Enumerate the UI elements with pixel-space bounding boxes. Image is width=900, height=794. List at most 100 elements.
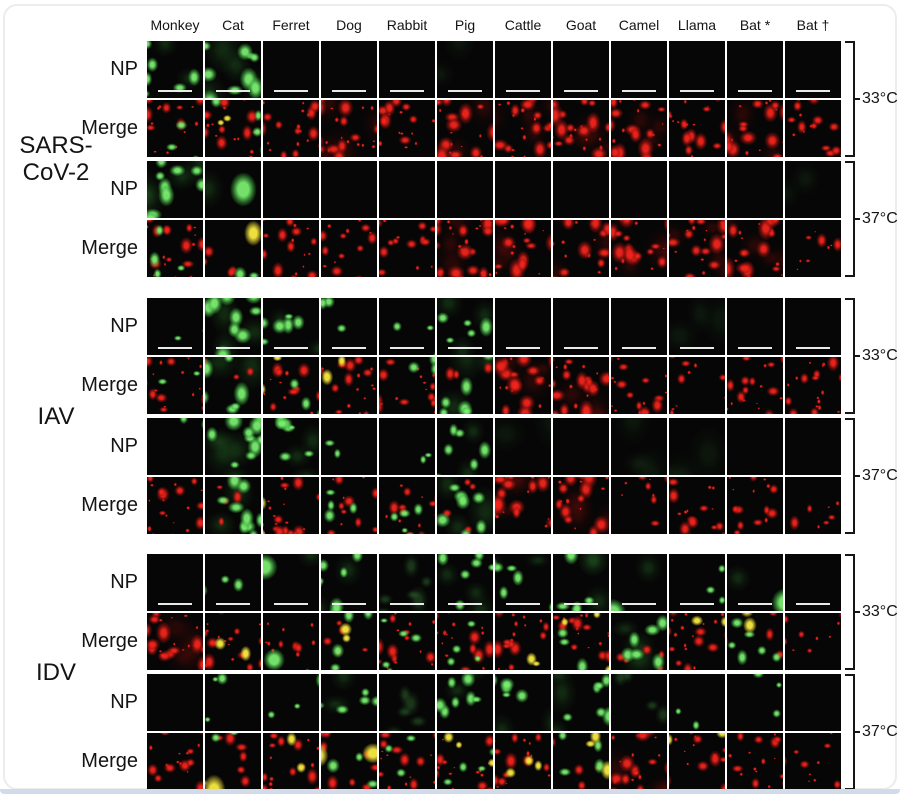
micrograph-idv-monkey-np-33-c [147,554,203,611]
temp-label-37-c: 37°C [862,210,898,227]
bracket-tick [853,97,860,101]
scale-bar [216,346,250,349]
micrograph-idv-pig-merge-33-c [437,613,493,670]
micrograph-row-iav-np-37-c [147,418,841,475]
micrograph-iav-cattle-merge-33-c [495,357,551,414]
micrograph-sars-cov-2-dog-np-33-c [321,41,377,98]
micrograph-sars-cov-2-dog-merge-33-c [321,100,377,157]
micrograph-iav-llama-merge-33-c [669,357,725,414]
micrograph-idv-cattle-np-37-c [495,674,551,731]
column-header-dog: Dog [336,17,362,33]
column-header-camel: Camel [618,17,660,33]
micrograph-sars-cov-2-pig-np-33-c [437,41,493,98]
micrograph-idv-dog-np-37-c [321,674,377,731]
micrograph-row-sars-cov-2-np-33-c [147,41,841,98]
bracket-tick [853,474,860,478]
micrograph-idv-bat-merge-37-c [785,733,841,790]
micrograph-sars-cov-2-ferret-np-33-c [263,41,319,98]
row-label-merge-37-c: Merge [81,750,138,772]
micrograph-iav-goat-merge-33-c [553,357,609,414]
micrograph-sars-cov-2-ferret-np-37-c [263,161,319,218]
micrograph-iav-cattle-np-37-c [495,418,551,475]
temp-label-37-c: 37°C [862,723,898,740]
scale-bar [158,602,192,605]
micrograph-sars-cov-2-cattle-np-37-c [495,161,551,218]
micrograph-idv-bat-np-33-c [785,554,841,611]
micrograph-idv-camel-merge-33-c [611,613,667,670]
micrograph-sars-cov-2-camel-merge-37-c [611,220,667,277]
micrograph-sars-cov-2-pig-np-37-c [437,161,493,218]
panel-label-line: IDV [35,658,76,686]
micrograph-sars-cov-2-camel-np-37-c [611,161,667,218]
micrograph-sars-cov-2-rabbit-merge-33-c [379,100,435,157]
micrograph-sars-cov-2-bat-np-33-c [727,41,783,98]
temp-label-37-c: 37°C [862,467,898,484]
micrograph-sars-cov-2-dog-merge-37-c [321,220,377,277]
micrograph-idv-cat-np-33-c [205,554,261,611]
row-label-merge-33-c: Merge [81,630,138,652]
micrograph-sars-cov-2-monkey-merge-33-c [147,100,203,157]
column-header-llama: Llama [677,17,717,33]
scale-bar [506,346,540,349]
temp-bracket-37-c [845,674,860,790]
micrograph-row-idv-np-33-c [147,554,841,611]
scale-bar [564,346,598,349]
bracket-tick [853,610,860,614]
micrograph-iav-cat-merge-33-c [205,357,261,414]
micrograph-idv-goat-np-33-c [553,554,609,611]
micrograph-row-idv-np-37-c [147,674,841,731]
row-label-merge-37-c: Merge [81,494,138,516]
scale-bar [796,602,830,605]
micrograph-sars-cov-2-llama-merge-33-c [669,100,725,157]
micrograph-sars-cov-2-cat-np-33-c [205,41,261,98]
micrograph-iav-llama-merge-37-c [669,477,725,534]
micrograph-iav-camel-np-33-c [611,298,667,355]
micrograph-iav-ferret-merge-33-c [263,357,319,414]
scale-bar [158,89,192,92]
micrograph-sars-cov-2-rabbit-np-33-c [379,41,435,98]
micrograph-row-idv-merge-37-c [147,733,841,790]
micrograph-idv-camel-np-37-c [611,674,667,731]
micrograph-iav-cattle-np-33-c [495,298,551,355]
micrograph-sars-cov-2-bat-merge-37-c [785,220,841,277]
micrograph-idv-cat-merge-37-c [205,733,261,790]
micrograph-iav-goat-np-33-c [553,298,609,355]
scale-bar [216,602,250,605]
micrograph-idv-rabbit-np-37-c [379,674,435,731]
scale-bar [448,89,482,92]
micrograph-iav-monkey-np-37-c [147,418,203,475]
micrograph-sars-cov-2-pig-merge-37-c [437,220,493,277]
micrograph-row-iav-np-33-c [147,298,841,355]
micrograph-idv-bat-np-33-c [727,554,783,611]
micrograph-iav-bat-np-33-c [785,298,841,355]
scale-bar [506,89,540,92]
row-label-merge-33-c: Merge [81,117,138,139]
temp-bracket-33-c [845,298,860,414]
panel-label-line: CoV-2 [22,159,90,186]
micrograph-sars-cov-2-camel-np-33-c [611,41,667,98]
micrograph-sars-cov-2-llama-np-37-c [669,161,725,218]
row-label-np-37-c: NP [110,435,138,457]
micrograph-idv-rabbit-np-33-c [379,554,435,611]
micrograph-iav-cat-np-37-c [205,418,261,475]
micrograph-sars-cov-2-cat-merge-33-c [205,100,261,157]
scale-bar [680,602,714,605]
micrograph-iav-llama-np-33-c [669,298,725,355]
micrograph-idv-ferret-np-37-c [263,674,319,731]
scale-bar [274,346,308,349]
micrograph-sars-cov-2-monkey-merge-37-c [147,220,203,277]
micrograph-iav-bat-np-37-c [785,418,841,475]
micrograph-idv-ferret-merge-37-c [263,733,319,790]
micrograph-idv-pig-merge-37-c [437,733,493,790]
micrograph-idv-llama-np-33-c [669,554,725,611]
temp-label-33-c: 33°C [862,347,898,364]
micrograph-iav-rabbit-np-33-c [379,298,435,355]
micrograph-sars-cov-2-goat-merge-33-c [553,100,609,157]
column-header-monkey: Monkey [150,17,200,33]
row-label-np-33-c: NP [110,58,138,80]
micrograph-idv-llama-merge-37-c [669,733,725,790]
micrograph-sars-cov-2-cattle-np-33-c [495,41,551,98]
scale-bar [390,89,424,92]
micrograph-idv-bat-merge-33-c [785,613,841,670]
scale-bar [796,346,830,349]
